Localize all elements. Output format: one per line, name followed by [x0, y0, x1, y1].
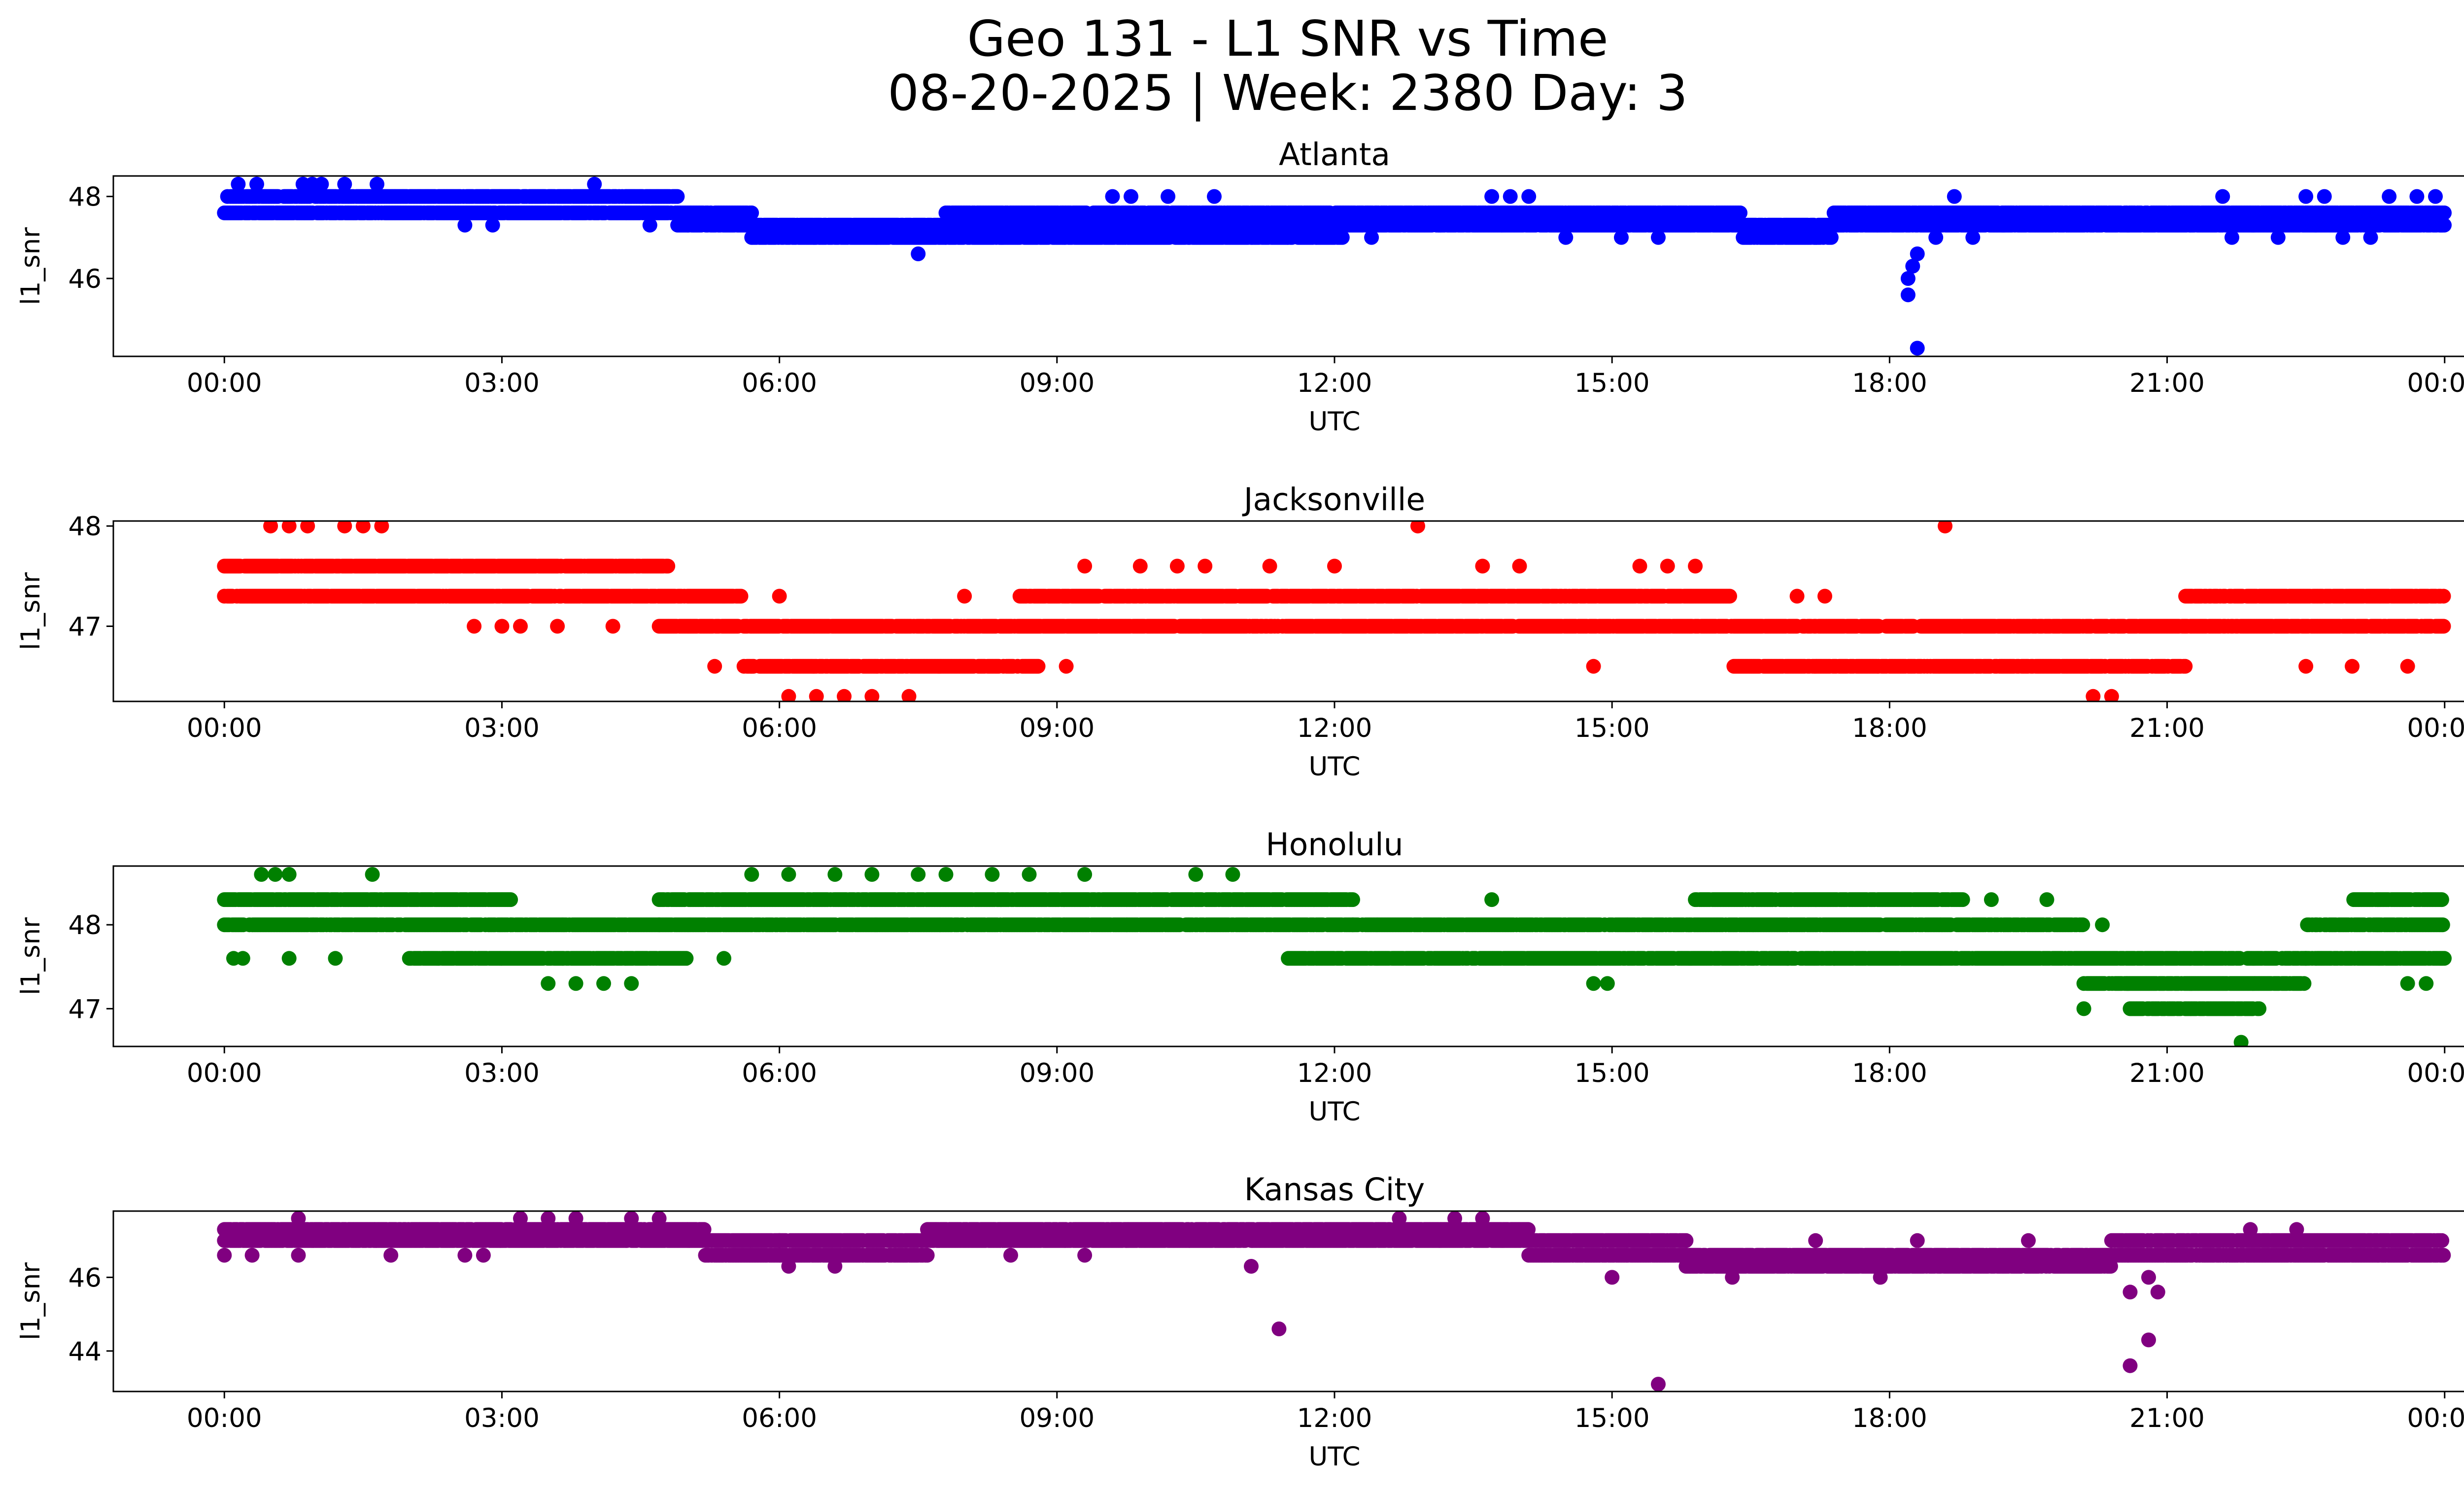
point-jacksonville-b762 — [1030, 659, 1046, 674]
point-atlanta-8 — [457, 217, 473, 233]
point-atlanta-b503 — [670, 189, 685, 204]
figure-title-line1: Geo 131 - L1 SNR vs Time — [967, 10, 1608, 68]
panel-title-atlanta: Atlanta — [1279, 137, 1390, 173]
xtick-label-atlanta-1: 03:00 — [464, 368, 540, 398]
panel-title-jacksonville: Jacksonville — [1242, 482, 1425, 518]
point-atlanta-9 — [485, 217, 500, 233]
xtick-label-atlanta-0: 00:00 — [187, 368, 262, 398]
panel-atlanta: Atlanta 46 48 l1_snr 00:00 03:00 06:00 09:00 12:… — [16, 137, 2464, 437]
point-atlanta-12 — [1105, 189, 1120, 204]
point-jacksonville-b506 — [660, 558, 676, 574]
point-atlanta-b1027 — [1335, 230, 1350, 245]
point-atlanta-24 — [1651, 230, 1666, 245]
series-jacksonville — [217, 521, 2451, 701]
xtick-label-atlanta-2: 06:00 — [742, 368, 817, 398]
point-atlanta-b587 — [744, 205, 759, 220]
point-atlanta-37 — [2317, 189, 2332, 204]
point-atlanta-4 — [314, 176, 329, 192]
point-atlanta-38 — [2382, 189, 2397, 204]
xtick-label-atlanta-6: 18:00 — [1852, 368, 1927, 398]
point-atlanta-17 — [1308, 230, 1324, 245]
xlabel-atlanta: UTC — [1308, 407, 1360, 437]
point-atlanta-b2705 — [2437, 205, 2452, 220]
point-atlanta-42 — [2363, 230, 2378, 245]
point-atlanta-36 — [2298, 189, 2314, 204]
ytick-label-atlanta-0: 46 — [68, 264, 102, 294]
point-atlanta-35 — [2270, 230, 2286, 245]
point-atlanta-5 — [337, 176, 352, 192]
xtick-label-atlanta-5: 15:00 — [1574, 368, 1650, 398]
point-atlanta-10 — [642, 217, 657, 233]
point-atlanta-40 — [2428, 189, 2443, 204]
xtick-label-atlanta-4: 12:00 — [1297, 368, 1372, 398]
xtick-label-atlanta-7: 21:00 — [2129, 368, 2205, 398]
xtick-label-atlanta-8: 00:00 — [2407, 368, 2464, 398]
point-atlanta-26 — [1905, 259, 1920, 274]
point-atlanta-22 — [1558, 230, 1574, 245]
point-atlanta-41 — [2335, 230, 2351, 245]
point-atlanta-33 — [2215, 189, 2230, 204]
point-atlanta-32 — [1965, 230, 1981, 245]
point-atlanta-1 — [249, 176, 264, 192]
point-atlanta-23 — [1614, 230, 1629, 245]
point-atlanta-11 — [911, 246, 926, 261]
point-atlanta-39 — [2409, 189, 2425, 204]
point-atlanta-30 — [1947, 189, 1962, 204]
point-atlanta-b1913 — [1733, 205, 1747, 220]
point-jacksonville-b1729 — [1722, 589, 1737, 604]
point-atlanta-14 — [1161, 189, 1176, 204]
panels-group: Atlanta 46 48 l1_snr 00:00 03:00 06:00 09:00 12:… — [16, 137, 2464, 1472]
point-atlanta-19 — [1484, 189, 1500, 204]
point-atlanta-27 — [1900, 271, 1916, 286]
ytick-label-atlanta-1: 48 — [68, 182, 102, 212]
ylabel-atlanta: l1_snr — [16, 227, 46, 305]
point-atlanta-28 — [1900, 287, 1916, 303]
point-jacksonville-b1976 — [2178, 659, 2193, 674]
point-atlanta-7 — [587, 176, 602, 192]
point-jacksonville-b601 — [733, 589, 749, 604]
point-atlanta-0 — [231, 176, 246, 192]
point-atlanta-6 — [370, 176, 384, 192]
point-atlanta-31 — [1928, 230, 1944, 245]
point-atlanta-b1961 — [1823, 230, 1839, 245]
point-atlanta-29 — [1910, 341, 1925, 356]
point-atlanta-20 — [1503, 189, 1518, 204]
point-atlanta-b2356 — [2437, 217, 2452, 233]
point-atlanta-21 — [1521, 189, 1537, 204]
figure-title-line2: 08-20-2025 | Week: 2380 Day: 3 — [888, 64, 1687, 122]
point-atlanta-25 — [1910, 246, 1925, 261]
point-atlanta-18 — [1364, 230, 1379, 245]
point-atlanta-13 — [1124, 189, 1138, 204]
xtick-label-atlanta-3: 09:00 — [1019, 368, 1095, 398]
series-atlanta — [217, 176, 2452, 356]
point-atlanta-15 — [1207, 189, 1222, 204]
point-atlanta-16 — [1281, 230, 1296, 245]
point-atlanta-34 — [2224, 230, 2239, 245]
